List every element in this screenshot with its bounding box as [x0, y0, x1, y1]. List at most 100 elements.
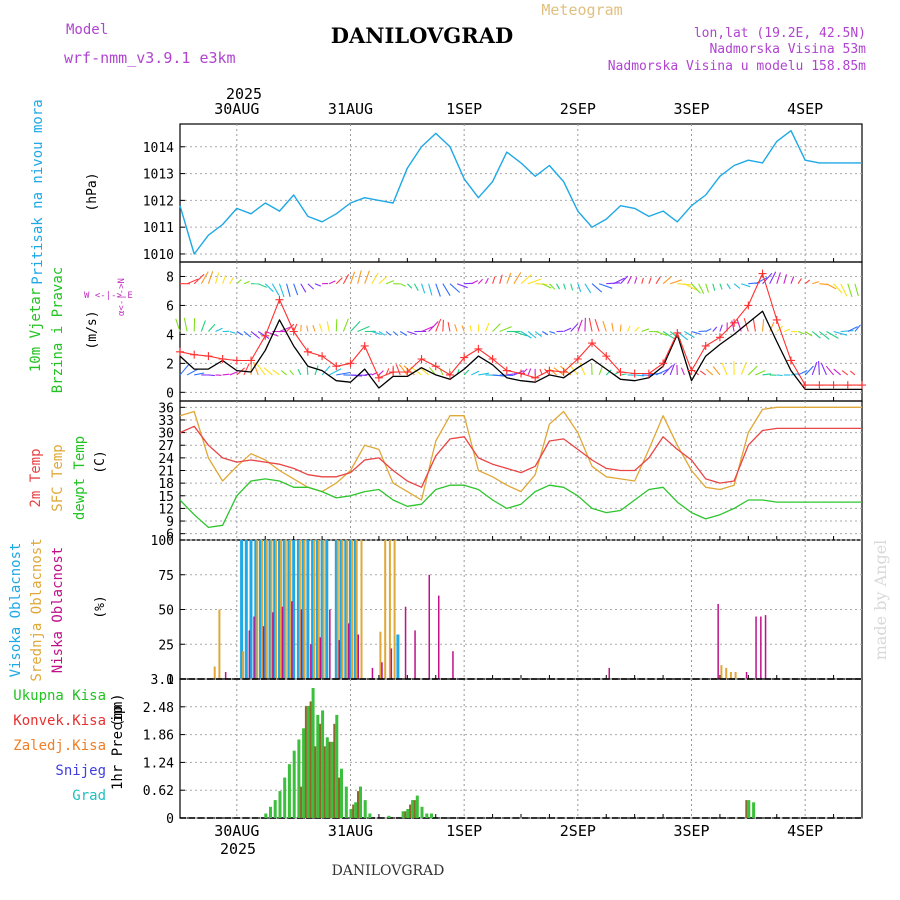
wind-arrow	[548, 367, 557, 376]
wind-arrow	[454, 324, 458, 332]
wind-arrow	[421, 325, 435, 333]
wind-gust-marker	[659, 359, 668, 368]
wind-arrow	[812, 281, 820, 285]
cloud-bar-niska	[253, 616, 255, 679]
wind-arrow	[769, 321, 775, 332]
cloud-bar-visoka	[320, 540, 324, 679]
cloud-bar-niska	[717, 603, 719, 679]
wind-arrow	[542, 283, 552, 289]
wind-arrow	[680, 367, 685, 376]
wind-arrow	[428, 283, 433, 296]
wind-arrow	[318, 323, 323, 332]
wind-gust-marker	[218, 355, 227, 364]
wind-arrow	[207, 271, 214, 284]
wind-arrow	[613, 277, 625, 285]
cloud-bar-srednja	[351, 540, 353, 679]
wind-arrow	[619, 324, 622, 332]
wind-arrow	[655, 276, 661, 285]
temperature-ytick-label: 12	[158, 502, 174, 517]
wind-arrow	[833, 368, 842, 376]
wind-arrow	[265, 330, 279, 337]
wind-arrow	[598, 366, 603, 376]
wind-arrow	[175, 318, 181, 332]
bottom-day-label: 3SEP	[673, 822, 709, 840]
wind-arrow	[413, 283, 419, 291]
coordinates-label: lon,lat (19.2E, 42.5N)	[694, 26, 866, 41]
wind-arrow	[811, 331, 821, 339]
wind-arrow	[698, 283, 705, 295]
wind-arrow	[484, 322, 490, 332]
cloud_cover-ytick-label: 50	[158, 604, 174, 619]
bottom-day-label: 1SEP	[446, 822, 482, 840]
wind-gust-marker	[389, 368, 398, 377]
wind-gust-marker	[786, 356, 795, 365]
wind-arrow	[825, 365, 835, 376]
wind-gust-marker	[531, 373, 540, 382]
wind-arrow	[297, 368, 302, 376]
cloud-bar-visoka	[349, 540, 352, 679]
precip-bar-total	[278, 791, 282, 818]
wind-arrow	[804, 279, 811, 285]
wind-arrow	[761, 319, 765, 332]
cloud-bar-visoka	[301, 540, 305, 679]
top-day-label: 4SEP	[787, 100, 823, 118]
precip-bar-total	[273, 800, 277, 818]
wind-arrow	[520, 274, 532, 285]
pressure-units: (hPa)	[85, 172, 100, 211]
wind-arrow	[307, 283, 314, 290]
precip-bar-total	[406, 809, 410, 818]
wind-ylabel-1: 10m Vjetar	[28, 288, 44, 372]
legend-snijeg: Snijeg	[55, 763, 106, 779]
precip-bar-total	[411, 800, 415, 818]
wind-gust-marker	[232, 356, 241, 365]
wind-arrow	[535, 283, 548, 285]
precip-bar-total	[430, 813, 433, 818]
wind-arrow	[442, 319, 444, 332]
wind-arrow	[741, 283, 751, 288]
legend-grad: Grad	[72, 788, 106, 804]
wind-arrow	[570, 283, 574, 291]
cloud-ylabel-mid: Srednja Oblacnost	[29, 538, 45, 681]
cloud-bar-niska	[248, 630, 251, 679]
temperature-ytick-label: 21	[158, 465, 174, 480]
cloud-bar-niska	[319, 637, 322, 679]
wind-arrow	[818, 360, 820, 375]
wind-arrow	[349, 271, 356, 284]
cloud-bar-niska	[755, 616, 757, 679]
wind-gust-marker	[502, 366, 511, 375]
cloud-bar-visoka	[240, 540, 244, 679]
cloud-bar-srednja	[346, 540, 349, 679]
wind-gust-marker	[673, 328, 682, 337]
temperature-ytick-label: 9	[166, 515, 174, 530]
cloud-bar-srednja	[734, 672, 737, 679]
wind-gust-marker	[488, 355, 497, 364]
precip-bar-conv	[314, 746, 317, 818]
cloud-bar-niska	[329, 609, 331, 679]
wind-arrow	[549, 283, 556, 290]
wind-arrow	[371, 272, 379, 285]
bottom-day-labels: 30AUG 31AUG 1SEP 2SEP 3SEP 4SEP	[214, 822, 823, 840]
wind-gust-marker	[701, 341, 710, 350]
precip-bar-total	[401, 811, 405, 818]
wind-arrow	[542, 331, 549, 336]
wind-gust-marker	[730, 318, 739, 327]
wind-arrow	[641, 277, 644, 284]
wind-arrow	[250, 331, 260, 339]
cloud-bar-srednja	[379, 631, 382, 679]
precip-ylabel: 1hr Precip	[110, 706, 126, 790]
wind-arrow	[257, 283, 267, 288]
wind-arrow	[755, 277, 768, 285]
top-day-label: 1SEP	[446, 100, 482, 118]
precip-bar-total	[425, 813, 429, 818]
cloud-bar-srednja	[256, 540, 259, 679]
wind-arrow	[447, 321, 451, 332]
wind-arrow	[222, 373, 230, 376]
cloud-bar-srednja	[384, 540, 387, 679]
wind-gust-marker	[715, 333, 724, 342]
wind-gust-marker	[829, 381, 838, 390]
wind-arrow	[186, 278, 199, 285]
wind-arrow	[691, 283, 701, 294]
wind-arrow	[350, 374, 363, 377]
precip-bar-conv	[745, 800, 748, 818]
cloud-bar-srednja	[720, 665, 723, 679]
